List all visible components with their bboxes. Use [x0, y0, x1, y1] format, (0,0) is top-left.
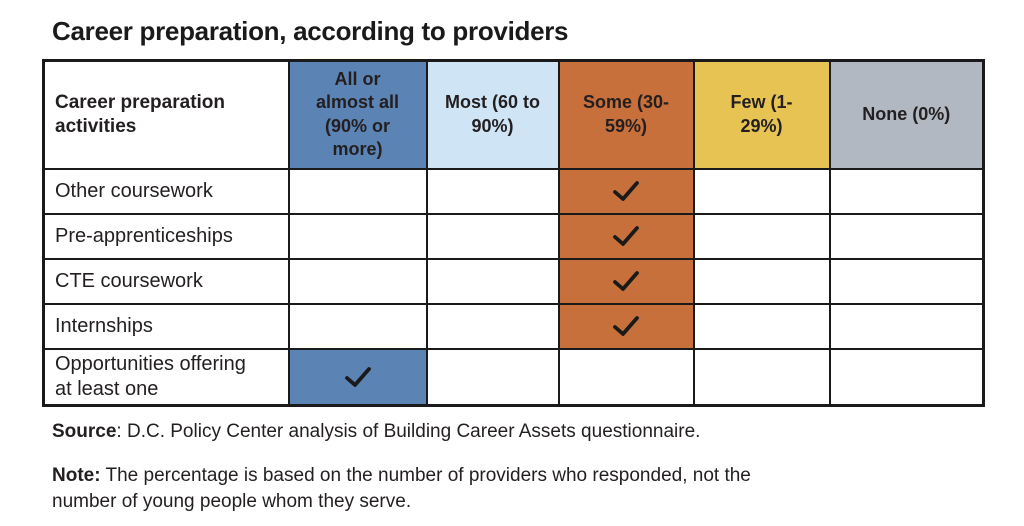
- cell-some: [557, 347, 695, 407]
- row-label: Internships: [42, 302, 290, 350]
- cell-some: [557, 212, 695, 260]
- table-row: Opportunities offering at least one: [42, 347, 985, 407]
- cell-none: [828, 302, 985, 350]
- cell-most: [425, 167, 560, 215]
- check-icon: [613, 316, 639, 336]
- cell-none: [828, 167, 985, 215]
- column-header-some: Some (30- 59%): [557, 59, 695, 170]
- row-label: Opportunities offering at least one: [42, 347, 290, 407]
- column-header-most: Most (60 to 90%): [425, 59, 560, 170]
- table-row: CTE coursework: [42, 257, 985, 305]
- cell-few: [692, 347, 831, 407]
- cell-most: [425, 347, 560, 407]
- source-line: Source: D.C. Policy Center analysis of B…: [52, 420, 982, 445]
- check-icon: [613, 271, 639, 291]
- column-header-none: None (0%): [828, 59, 985, 170]
- row-label: Other coursework: [42, 167, 290, 215]
- note-label: Note:: [52, 464, 101, 486]
- career-prep-table: Career preparation activities All or alm…: [42, 59, 985, 407]
- cell-most: [425, 257, 560, 305]
- cell-all: [287, 257, 428, 305]
- check-icon: [613, 181, 639, 201]
- cell-some: [557, 302, 695, 350]
- row-label: Pre-apprenticeships: [42, 212, 290, 260]
- table-row: Other coursework: [42, 167, 985, 215]
- cell-few: [692, 212, 831, 260]
- cell-all: [287, 302, 428, 350]
- source-text: : D.C. Policy Center analysis of Buildin…: [116, 421, 701, 442]
- cell-most: [425, 212, 560, 260]
- header-row: Career preparation activities All or alm…: [42, 59, 985, 170]
- source-label: Source: [52, 421, 117, 442]
- cell-most: [425, 302, 560, 350]
- column-header-all-or-almost-all: All or almost all (90% or more): [287, 59, 428, 170]
- row-label: CTE coursework: [42, 257, 290, 305]
- cell-all: [287, 347, 428, 407]
- cell-some: [557, 257, 695, 305]
- cell-none: [828, 347, 985, 407]
- table-row: Internships: [42, 302, 985, 350]
- cell-some: [557, 167, 695, 215]
- cell-none: [828, 257, 985, 305]
- cell-none: [828, 212, 985, 260]
- column-header-activities: Career preparation activities: [42, 59, 290, 170]
- cell-few: [692, 302, 831, 350]
- cell-few: [692, 167, 831, 215]
- table-row: Pre-apprenticeships: [42, 212, 985, 260]
- column-header-few: Few (1- 29%): [692, 59, 831, 170]
- note-line: Note: The percentage is based on the num…: [52, 463, 982, 516]
- cell-few: [692, 257, 831, 305]
- cell-all: [287, 167, 428, 215]
- chart-title: Career preparation, according to provide…: [52, 16, 569, 46]
- note-text: The percentage is based on the number of…: [52, 464, 751, 513]
- check-icon: [613, 226, 639, 246]
- check-icon: [344, 366, 371, 387]
- cell-all: [287, 212, 428, 260]
